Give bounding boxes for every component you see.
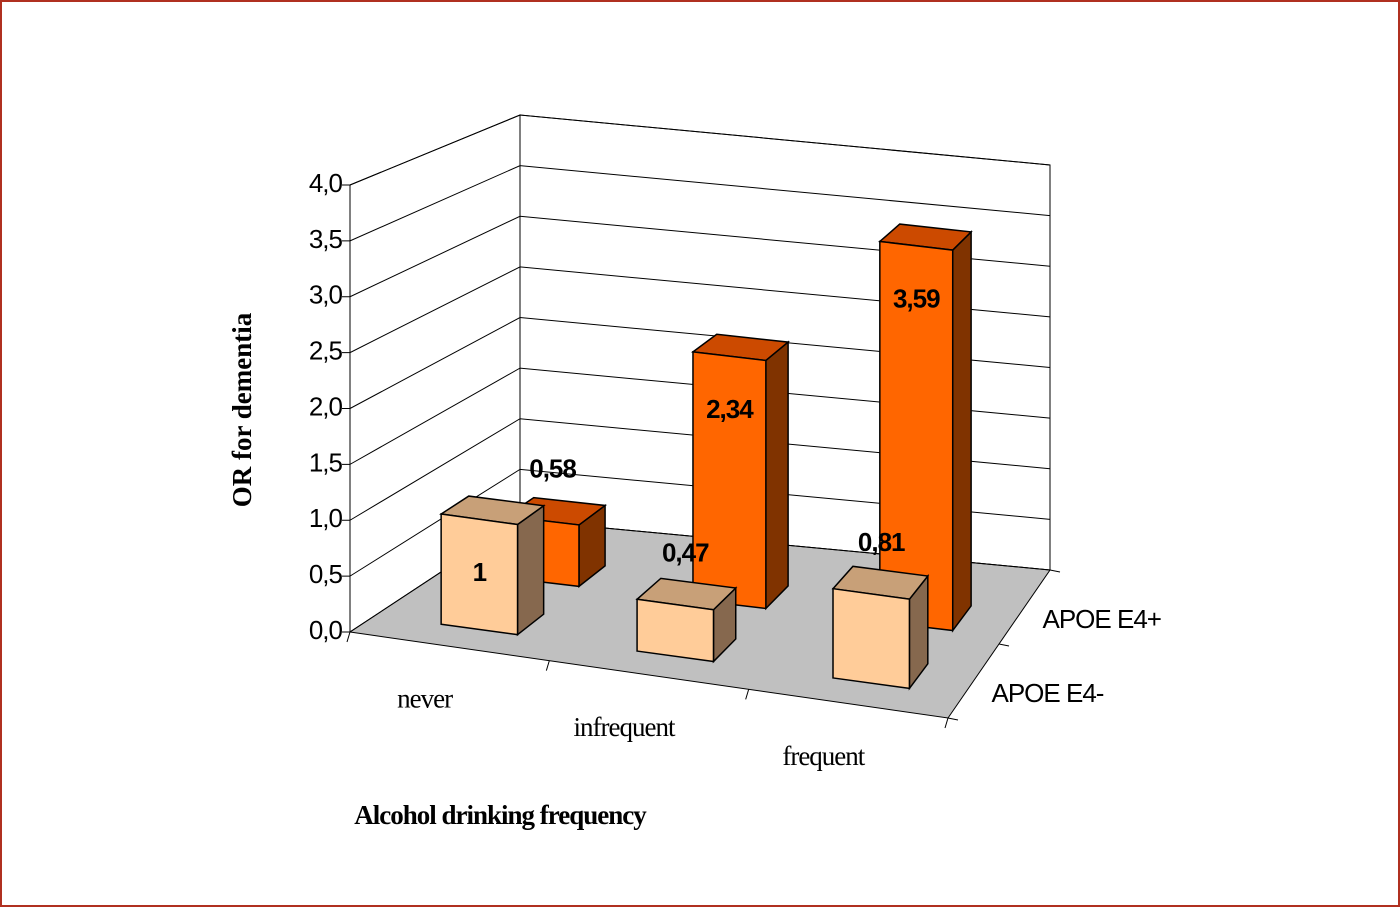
x-axis-title: Alcohol drinking frequency [354, 800, 647, 830]
grid-line [349, 468, 1051, 577]
data-label: 1 [473, 557, 487, 587]
grid-line [349, 165, 1051, 242]
y-tick-label: 0,5 [309, 559, 343, 589]
x-tick [745, 689, 750, 700]
bar-front [692, 351, 767, 610]
y-tick-label: 0,0 [309, 615, 343, 645]
data-label: 2,34 [706, 394, 754, 424]
grid-line [349, 316, 1051, 409]
bar-side [951, 230, 972, 633]
bar [831, 565, 930, 691]
x-tick [346, 631, 351, 643]
z-tick [1049, 569, 1061, 573]
y-tick-label: 3,0 [309, 280, 343, 310]
bar [691, 333, 790, 611]
grid-line [349, 266, 1051, 354]
y-tick-label: 2,5 [309, 336, 343, 366]
x-tick-label: infrequent [574, 712, 676, 742]
z-tick [998, 643, 1010, 647]
grid-line [349, 215, 1051, 298]
bar [635, 577, 738, 664]
z-tick-label: APOE E4+ [1043, 604, 1161, 634]
data-label: 0,58 [529, 454, 576, 484]
z-tick-label: APOE E4- [992, 678, 1104, 708]
y-tick-label: 4,0 [309, 168, 343, 198]
grid-line [349, 114, 1051, 186]
data-label: 0,81 [858, 527, 905, 557]
data-label: 3,59 [893, 284, 940, 314]
bar-side [516, 504, 545, 637]
x-tick [545, 660, 550, 671]
y-tick-label: 3,5 [309, 224, 343, 254]
bar [439, 495, 546, 637]
bar [878, 223, 973, 633]
bar-front [832, 587, 911, 690]
grid-line [349, 418, 1051, 521]
bar-front [636, 598, 715, 663]
grid-line [349, 367, 1051, 465]
x-tick-label: frequent [782, 741, 865, 771]
bar-front [440, 513, 519, 636]
x-tick-label: never [397, 684, 453, 714]
y-axis-title: OR for dementia [227, 312, 257, 507]
bar-side [765, 340, 789, 611]
y-tick-label: 2,0 [309, 391, 343, 421]
x-tick [944, 717, 949, 729]
z-tick [947, 717, 959, 721]
data-label: 0,47 [662, 537, 709, 567]
y-tick-label: 1,5 [309, 447, 343, 477]
y-tick-label: 1,0 [309, 503, 343, 533]
